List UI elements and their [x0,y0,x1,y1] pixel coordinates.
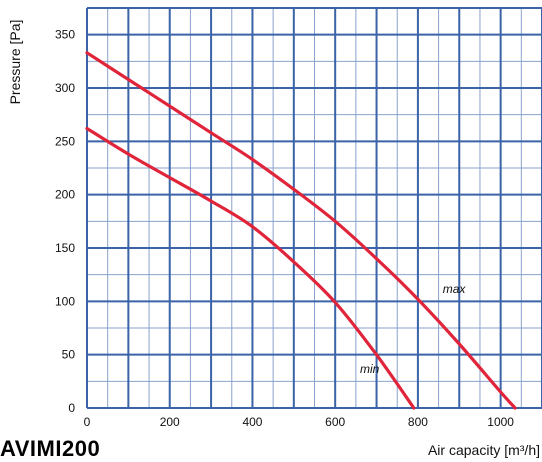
y-tick-label: 0 [68,401,75,415]
y-tick-label: 50 [62,348,76,362]
chart-grid [86,7,542,409]
x-axis-label: Air capacity [m³/h] [428,442,540,458]
x-tick-label: 600 [325,415,345,429]
x-tick-label: 800 [408,415,428,429]
y-tick-label: 100 [55,294,75,308]
y-tick-label: 300 [55,81,75,95]
annotation-max: max [443,282,467,296]
annotation-min: min [360,362,380,376]
chart-annotations: max min [360,282,466,376]
x-tick-label: 1000 [487,415,514,429]
x-tick-label: 400 [242,415,262,429]
series-line-min [85,126,416,410]
y-tick-label: 350 [55,28,75,42]
y-axis-label: Pressure [Pa] [7,20,23,105]
series-line-max [85,51,517,410]
chart-ticks: 0 50 100 150 200 250 300 350 0 200 400 600 800 1000 [55,28,514,429]
y-tick-label: 250 [55,134,75,148]
chart-curves [85,51,517,410]
y-tick-label: 150 [55,241,75,255]
x-tick-label: 200 [160,415,180,429]
x-tick-label: 0 [84,415,91,429]
y-tick-label: 200 [55,188,75,202]
model-label: AVIMI200 [0,436,101,461]
